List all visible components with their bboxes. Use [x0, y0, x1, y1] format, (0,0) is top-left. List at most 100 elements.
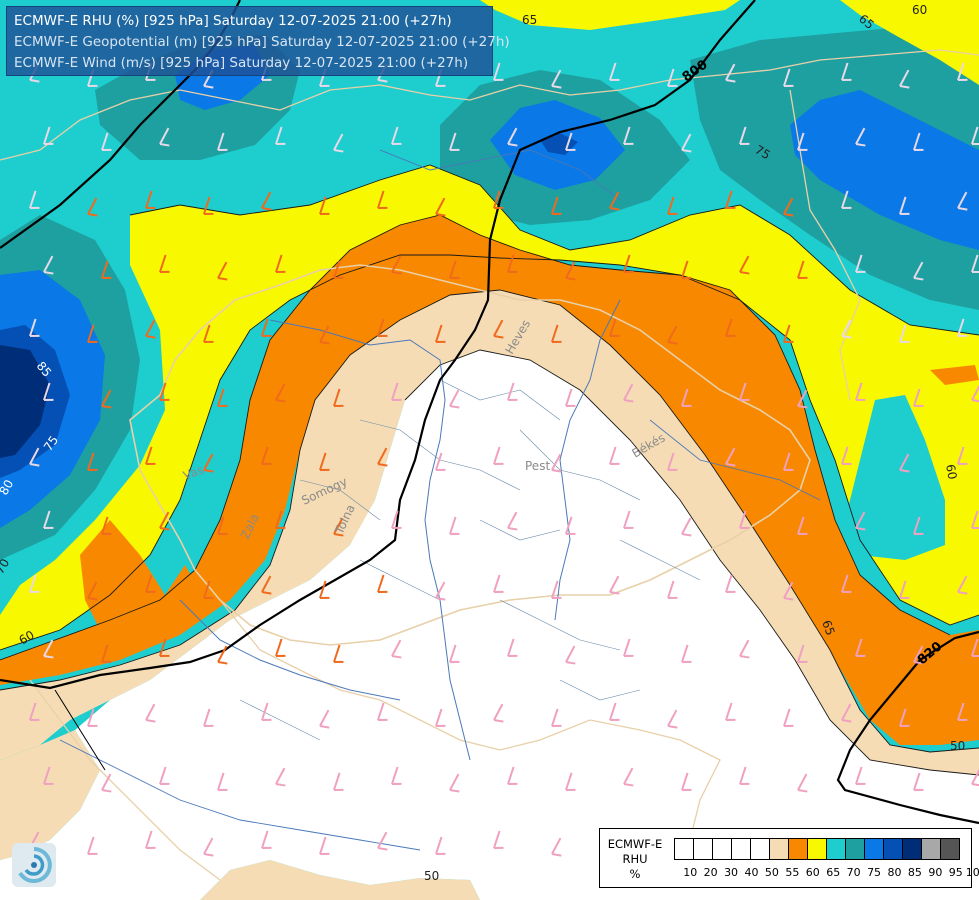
wind-barb — [623, 383, 634, 403]
wind-barb — [391, 255, 402, 275]
wind-barb — [319, 452, 330, 471]
ecmwf-logo-icon — [12, 843, 56, 887]
wind-barb — [725, 63, 736, 83]
wind-barb — [29, 574, 40, 593]
wind-barb — [899, 453, 910, 473]
wind-barb — [101, 132, 112, 151]
wind-barb — [43, 510, 54, 529]
wind-barb — [507, 127, 518, 147]
wind-barb — [623, 254, 634, 273]
legend-label: 90 — [928, 866, 943, 879]
wind-barb — [391, 639, 402, 659]
wind-barb — [493, 319, 504, 339]
wind-barb — [623, 510, 634, 529]
wind-barb — [159, 127, 170, 147]
rh-band-60-main — [0, 215, 979, 745]
legend-label: 30 — [724, 866, 739, 879]
wind-barb — [203, 837, 214, 857]
wind-barb — [855, 511, 866, 531]
legend-title-model: ECMWF-E — [607, 837, 663, 851]
wind-barb — [449, 644, 460, 663]
wind-barb — [145, 446, 156, 465]
wind-barb — [565, 388, 576, 407]
wind-barb — [493, 62, 504, 81]
wind-barb — [841, 574, 852, 593]
wind-barb — [841, 190, 852, 209]
place-label-vas: Vas — [181, 463, 205, 483]
contour-60-line — [0, 214, 951, 661]
wind-barb — [319, 836, 330, 855]
legend-swatch — [751, 839, 770, 859]
rh-band-55-southwest — [0, 730, 100, 860]
wind-barb — [377, 318, 388, 337]
wind-barb — [101, 773, 112, 793]
wind-barb — [217, 772, 228, 791]
legend-label: 85 — [907, 866, 922, 879]
title-wind: ECMWF-E Wind (m/s) [925 hPa] Saturday 12… — [14, 55, 469, 71]
wind-barb — [377, 447, 388, 467]
legend-title-unit: % — [629, 867, 641, 881]
wind-barb — [87, 452, 98, 471]
wind-barb — [333, 260, 344, 279]
wind-barb — [101, 644, 112, 663]
legend-label: 95 — [948, 866, 963, 879]
border-south — [219, 599, 721, 861]
wind-barb — [87, 708, 98, 727]
wind-barb — [87, 836, 98, 855]
legend-swatch — [694, 839, 713, 859]
wind-barb — [551, 453, 562, 473]
rh-band-65-main — [0, 165, 979, 650]
wind-barb — [783, 197, 794, 217]
legend-swatch — [675, 839, 694, 859]
wind-barb — [493, 830, 504, 849]
rh-band-60-east — [930, 365, 979, 385]
wind-barb — [855, 638, 866, 657]
wind-barb — [261, 446, 272, 465]
legend-swatch — [789, 839, 808, 859]
legend-label: 80 — [887, 866, 902, 879]
wind-barb — [725, 190, 736, 209]
wind-barb — [551, 708, 562, 727]
legend-label: 60 — [805, 866, 820, 879]
border-hungary — [129, 264, 811, 646]
title-rhu: ECMWF-E RHU (%) [925 hPa] Saturday 12-07… — [14, 13, 452, 29]
wind-barb — [739, 766, 750, 785]
wind-barb — [145, 574, 156, 593]
wind-barb — [797, 132, 808, 151]
wind-barb — [391, 510, 402, 529]
wind-barb — [551, 324, 562, 343]
wind-barb — [507, 766, 518, 785]
wind-barb — [43, 382, 54, 401]
legend-swatch — [827, 839, 846, 859]
wind-barb — [391, 126, 402, 145]
contour-65-line — [0, 254, 979, 651]
wind-barb — [609, 446, 620, 465]
wind-barb — [159, 638, 170, 657]
wind-barb — [783, 68, 794, 87]
wind-barb — [507, 382, 518, 401]
wind-barb — [43, 639, 54, 659]
wind-barb — [797, 389, 808, 409]
wind-barb — [493, 446, 504, 465]
wind-barb — [667, 196, 678, 215]
wind-barb — [435, 452, 446, 471]
river-drava — [179, 599, 401, 701]
wind-barb — [101, 389, 112, 409]
wind-barb — [739, 126, 750, 145]
wind-barb — [667, 580, 678, 599]
wind-barb — [377, 574, 388, 593]
wind-barb — [565, 132, 576, 151]
legend-label: 50 — [764, 866, 779, 879]
contour-label-c65-top: 65 — [522, 13, 537, 27]
wind-barb — [493, 703, 504, 723]
river-sava — [59, 739, 421, 851]
geopotential-800-main — [0, 0, 756, 690]
river-east — [649, 419, 821, 501]
wind-barb — [145, 319, 156, 339]
wind-barb — [899, 69, 910, 89]
wind-barb — [507, 254, 518, 273]
wind-barb — [565, 261, 576, 281]
wind-barb — [43, 766, 54, 785]
wind-barb — [377, 702, 388, 721]
